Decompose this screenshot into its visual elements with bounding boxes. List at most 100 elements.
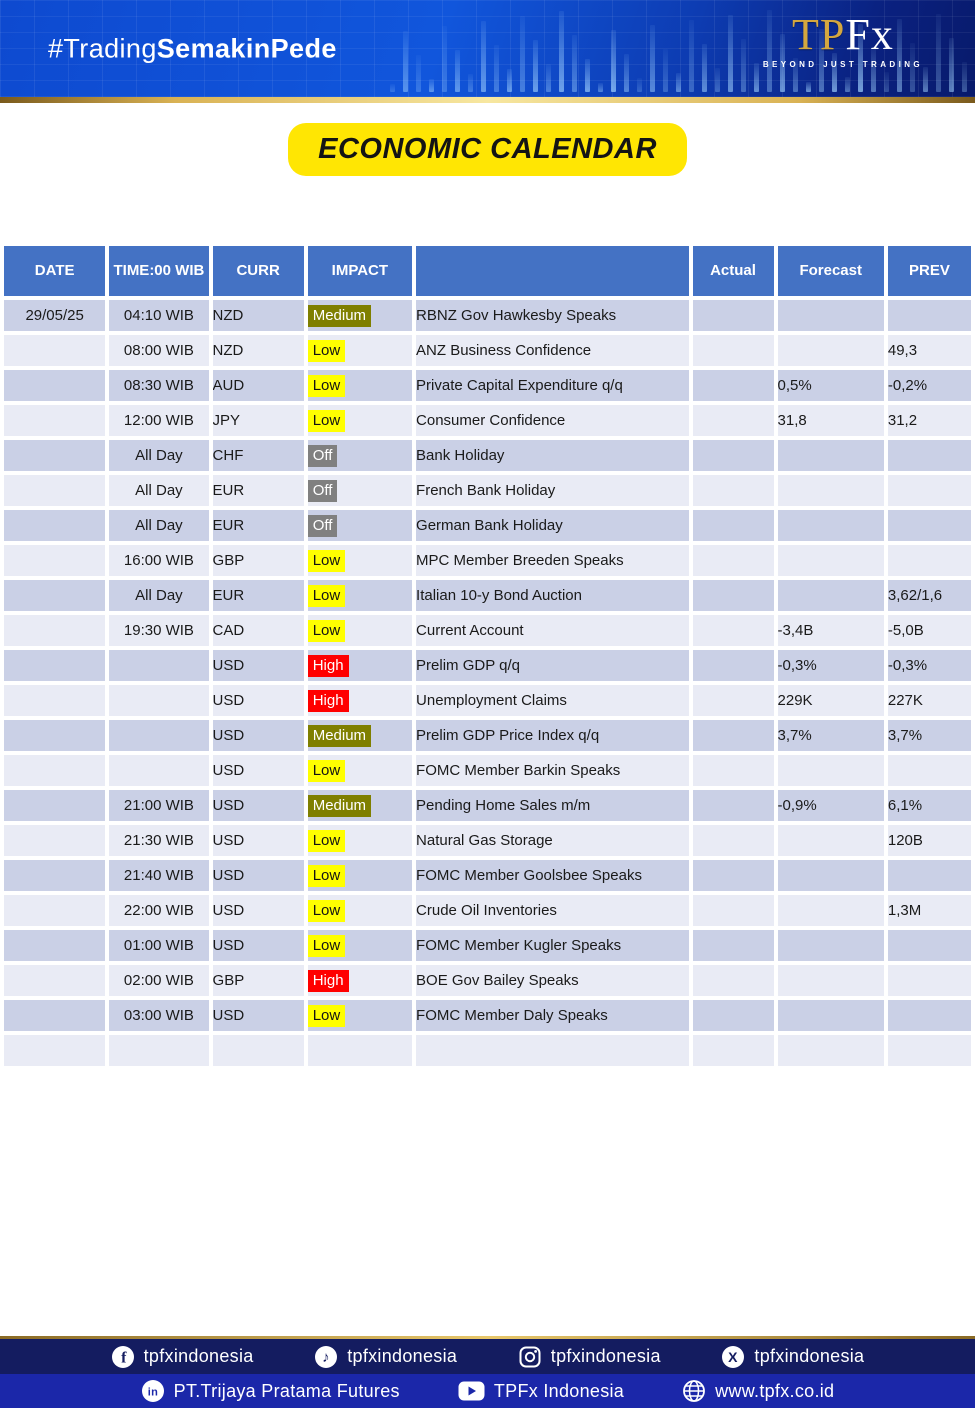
cell-time: 01:00 WIB xyxy=(109,930,209,961)
impact-badge: Low xyxy=(307,1004,346,1027)
cell-date xyxy=(4,440,106,471)
cell-impact: Low xyxy=(307,335,413,366)
cell-time: 12:00 WIB xyxy=(109,405,209,436)
cell-prev: 120B xyxy=(887,825,971,856)
social-tiktok[interactable]: ♪ tpfxindonesia xyxy=(314,1345,457,1369)
cell-impact: Low xyxy=(307,580,413,611)
table-row: 02:00 WIB GBP High BOE Gov Bailey Speaks xyxy=(4,965,971,996)
cell-actual xyxy=(692,685,774,716)
cell-forecast xyxy=(777,440,884,471)
cell-forecast xyxy=(777,1000,884,1031)
impact-badge: Off xyxy=(307,479,338,502)
hashtag-bold: SemakinPede xyxy=(156,33,337,63)
hashtag-regular: #Trading xyxy=(48,33,157,63)
cell-prev xyxy=(887,300,971,331)
cell-time: 04:10 WIB xyxy=(109,300,209,331)
impact-badge: Low xyxy=(307,829,346,852)
cell-forecast xyxy=(777,335,884,366)
cell-impact: High xyxy=(307,965,413,996)
header-chart-art xyxy=(390,0,975,97)
link-website[interactable]: www.tpfx.co.id xyxy=(682,1379,834,1403)
col-header-forecast: Forecast xyxy=(777,246,884,296)
gold-divider xyxy=(0,97,975,103)
cell-event: German Bank Holiday xyxy=(416,510,689,541)
tpfx-logo-word: TPFx xyxy=(763,13,923,57)
cell-prev: 31,2 xyxy=(887,405,971,436)
cell-time: 03:00 WIB xyxy=(109,1000,209,1031)
cell-time: 02:00 WIB xyxy=(109,965,209,996)
cell-impact: Low xyxy=(307,895,413,926)
cell-impact: High xyxy=(307,685,413,716)
tpfx-logo: TPFx BEYOND JUST TRADING xyxy=(763,13,923,69)
cell-impact: Low xyxy=(307,1000,413,1031)
table-row: 08:30 WIB AUD Low Private Capital Expend… xyxy=(4,370,971,401)
impact-badge: Off xyxy=(307,444,338,467)
cell-event: Pending Home Sales m/m xyxy=(416,790,689,821)
cell-event: Natural Gas Storage xyxy=(416,825,689,856)
cell-impact: Off xyxy=(307,475,413,506)
youtube-channel: TPFx Indonesia xyxy=(493,1380,625,1401)
col-header-event xyxy=(416,246,689,296)
cell-prev xyxy=(887,1035,971,1066)
cell-event: Bank Holiday xyxy=(416,440,689,471)
cell-currency: JPY xyxy=(212,405,304,436)
cell-currency: USD xyxy=(212,930,304,961)
cell-prev xyxy=(887,860,971,891)
cell-event: Private Capital Expenditure q/q xyxy=(416,370,689,401)
cell-actual xyxy=(692,650,774,681)
social-facebook[interactable]: f tpfxindonesia xyxy=(111,1345,254,1369)
cell-date xyxy=(4,1035,106,1066)
table-row: 29/05/25 04:10 WIB NZD Medium RBNZ Gov H… xyxy=(4,300,971,331)
cell-date xyxy=(4,720,106,751)
cell-impact: Medium xyxy=(307,300,413,331)
cell-actual xyxy=(692,860,774,891)
cell-prev xyxy=(887,545,971,576)
impact-badge: Low xyxy=(307,899,346,922)
cell-currency: AUD xyxy=(212,370,304,401)
cell-currency: CAD xyxy=(212,615,304,646)
cell-currency: EUR xyxy=(212,475,304,506)
col-header-currency: CURR xyxy=(212,246,304,296)
cell-date xyxy=(4,475,106,506)
cell-forecast xyxy=(777,755,884,786)
cell-actual xyxy=(692,475,774,506)
cell-forecast: 3,7% xyxy=(777,720,884,751)
link-youtube[interactable]: TPFx Indonesia xyxy=(458,1379,624,1403)
cell-forecast: 31,8 xyxy=(777,405,884,436)
cell-date xyxy=(4,685,106,716)
cell-event: French Bank Holiday xyxy=(416,475,689,506)
cell-event: Unemployment Claims xyxy=(416,685,689,716)
cell-impact: Off xyxy=(307,440,413,471)
table-row: 12:00 WIB JPY Low Consumer Confidence 31… xyxy=(4,405,971,436)
table-row: 16:00 WIB GBP Low MPC Member Breeden Spe… xyxy=(4,545,971,576)
cell-event: Current Account xyxy=(416,615,689,646)
cell-event: FOMC Member Kugler Speaks xyxy=(416,930,689,961)
cell-date xyxy=(4,860,106,891)
cell-currency: CHF xyxy=(212,440,304,471)
cell-prev: 227K xyxy=(887,685,971,716)
social-x[interactable]: X tpfxindonesia xyxy=(721,1345,864,1369)
cell-actual xyxy=(692,965,774,996)
cell-date: 29/05/25 xyxy=(4,300,106,331)
cell-forecast: 0,5% xyxy=(777,370,884,401)
facebook-icon: f xyxy=(111,1345,135,1369)
link-linkedin[interactable]: in PT.Trijaya Pratama Futures xyxy=(141,1379,400,1403)
table-row: USD Medium Prelim GDP Price Index q/q 3,… xyxy=(4,720,971,751)
cell-forecast xyxy=(777,580,884,611)
footer: f tpfxindonesia ♪ tpfxindonesia tpfxindo… xyxy=(0,1336,975,1408)
cell-date xyxy=(4,755,106,786)
cell-date xyxy=(4,370,106,401)
cell-prev xyxy=(887,1000,971,1031)
cell-prev: 6,1% xyxy=(887,790,971,821)
cell-impact: Low xyxy=(307,860,413,891)
impact-badge: Low xyxy=(307,374,346,397)
cell-impact: Medium xyxy=(307,790,413,821)
impact-badge: Low xyxy=(307,934,346,957)
table-row: 21:40 WIB USD Low FOMC Member Goolsbee S… xyxy=(4,860,971,891)
footer-links-row: in PT.Trijaya Pratama Futures TPFx Indon… xyxy=(0,1374,975,1408)
cell-forecast xyxy=(777,545,884,576)
cell-impact: Low xyxy=(307,545,413,576)
cell-event: RBNZ Gov Hawkesby Speaks xyxy=(416,300,689,331)
impact-badge: Low xyxy=(307,339,346,362)
social-instagram[interactable]: tpfxindonesia xyxy=(518,1345,661,1369)
